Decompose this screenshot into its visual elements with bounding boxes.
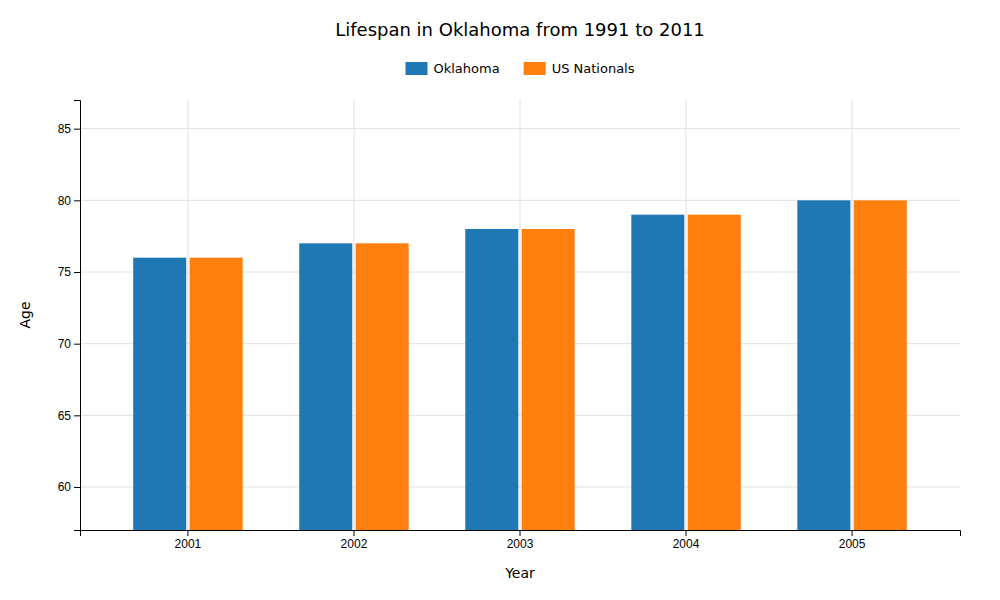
legend-item: US Nationals	[524, 61, 635, 76]
tick-mark	[74, 487, 80, 488]
tick: 80	[58, 194, 80, 208]
title: Lifespan in Oklahoma from 1991 to 2011	[335, 19, 705, 40]
tick: 65	[58, 409, 80, 423]
tick: 75	[58, 265, 80, 279]
tick-label: 75	[58, 265, 72, 279]
bar	[854, 200, 907, 530]
tick: 2002	[341, 530, 368, 551]
grid-line	[520, 100, 521, 530]
tick-mark	[74, 129, 80, 130]
tick: 70	[58, 337, 80, 351]
chart: 2001 2002 2003 2004 2005 60 65 70 75 80 85 Year Age L…	[0, 0, 1000, 600]
bar-series	[133, 200, 850, 530]
tick: 2004	[673, 530, 700, 551]
tick-label: 2005	[839, 537, 866, 551]
bar	[299, 243, 352, 530]
tick-label: 2001	[175, 537, 202, 551]
axis-line	[81, 531, 961, 537]
bar	[522, 229, 575, 530]
y-axis: 60 65 70 75 80 85	[58, 101, 81, 531]
tick-mark	[852, 530, 853, 536]
grid-line	[686, 100, 687, 530]
legend-label: US Nationals	[552, 61, 635, 76]
tick: 2003	[507, 530, 534, 551]
x-axis-title: Year	[504, 565, 535, 581]
tick: 85	[58, 122, 80, 136]
tick-label: 2003	[507, 537, 534, 551]
legend: Oklahoma US Nationals	[405, 61, 634, 76]
y-axis-title: Age	[17, 301, 33, 328]
tick-label: 85	[58, 122, 72, 136]
plot: 2001 2002 2003 2004 2005 60 65 70 75 80 85	[58, 100, 961, 551]
tick-mark	[686, 530, 687, 536]
bar-series	[190, 200, 907, 530]
tick-label: 80	[58, 194, 72, 208]
bar	[356, 243, 409, 530]
grid-line	[852, 100, 853, 530]
tick-mark	[520, 530, 521, 536]
grid	[80, 100, 960, 530]
bar	[688, 215, 741, 530]
legend-label: Oklahoma	[433, 61, 499, 76]
x-axis: 2001 2002 2003 2004 2005	[81, 530, 961, 551]
bars	[133, 200, 907, 530]
tick-mark	[74, 200, 80, 201]
tick: 60	[58, 480, 80, 494]
bar	[133, 258, 186, 530]
bar	[797, 200, 850, 530]
tick-mark	[187, 530, 188, 536]
tick-label: 2004	[673, 537, 700, 551]
legend-item: Oklahoma	[405, 61, 499, 76]
tick: 2005	[839, 530, 866, 551]
tick-mark	[353, 530, 354, 536]
bar	[465, 229, 518, 530]
legend-swatch	[405, 62, 427, 75]
legend-swatch	[524, 62, 546, 75]
grid-line	[353, 100, 354, 530]
tick-mark	[74, 344, 80, 345]
bar	[190, 258, 243, 530]
tick-label: 70	[58, 337, 72, 351]
tick-mark	[74, 272, 80, 273]
tick-label: 60	[58, 480, 72, 494]
grid-line	[187, 100, 188, 530]
tick-label: 65	[58, 409, 72, 423]
tick-mark	[74, 415, 80, 416]
tick: 2001	[175, 530, 202, 551]
tick-label: 2002	[341, 537, 368, 551]
axis-line	[74, 101, 81, 531]
bar	[631, 215, 684, 530]
